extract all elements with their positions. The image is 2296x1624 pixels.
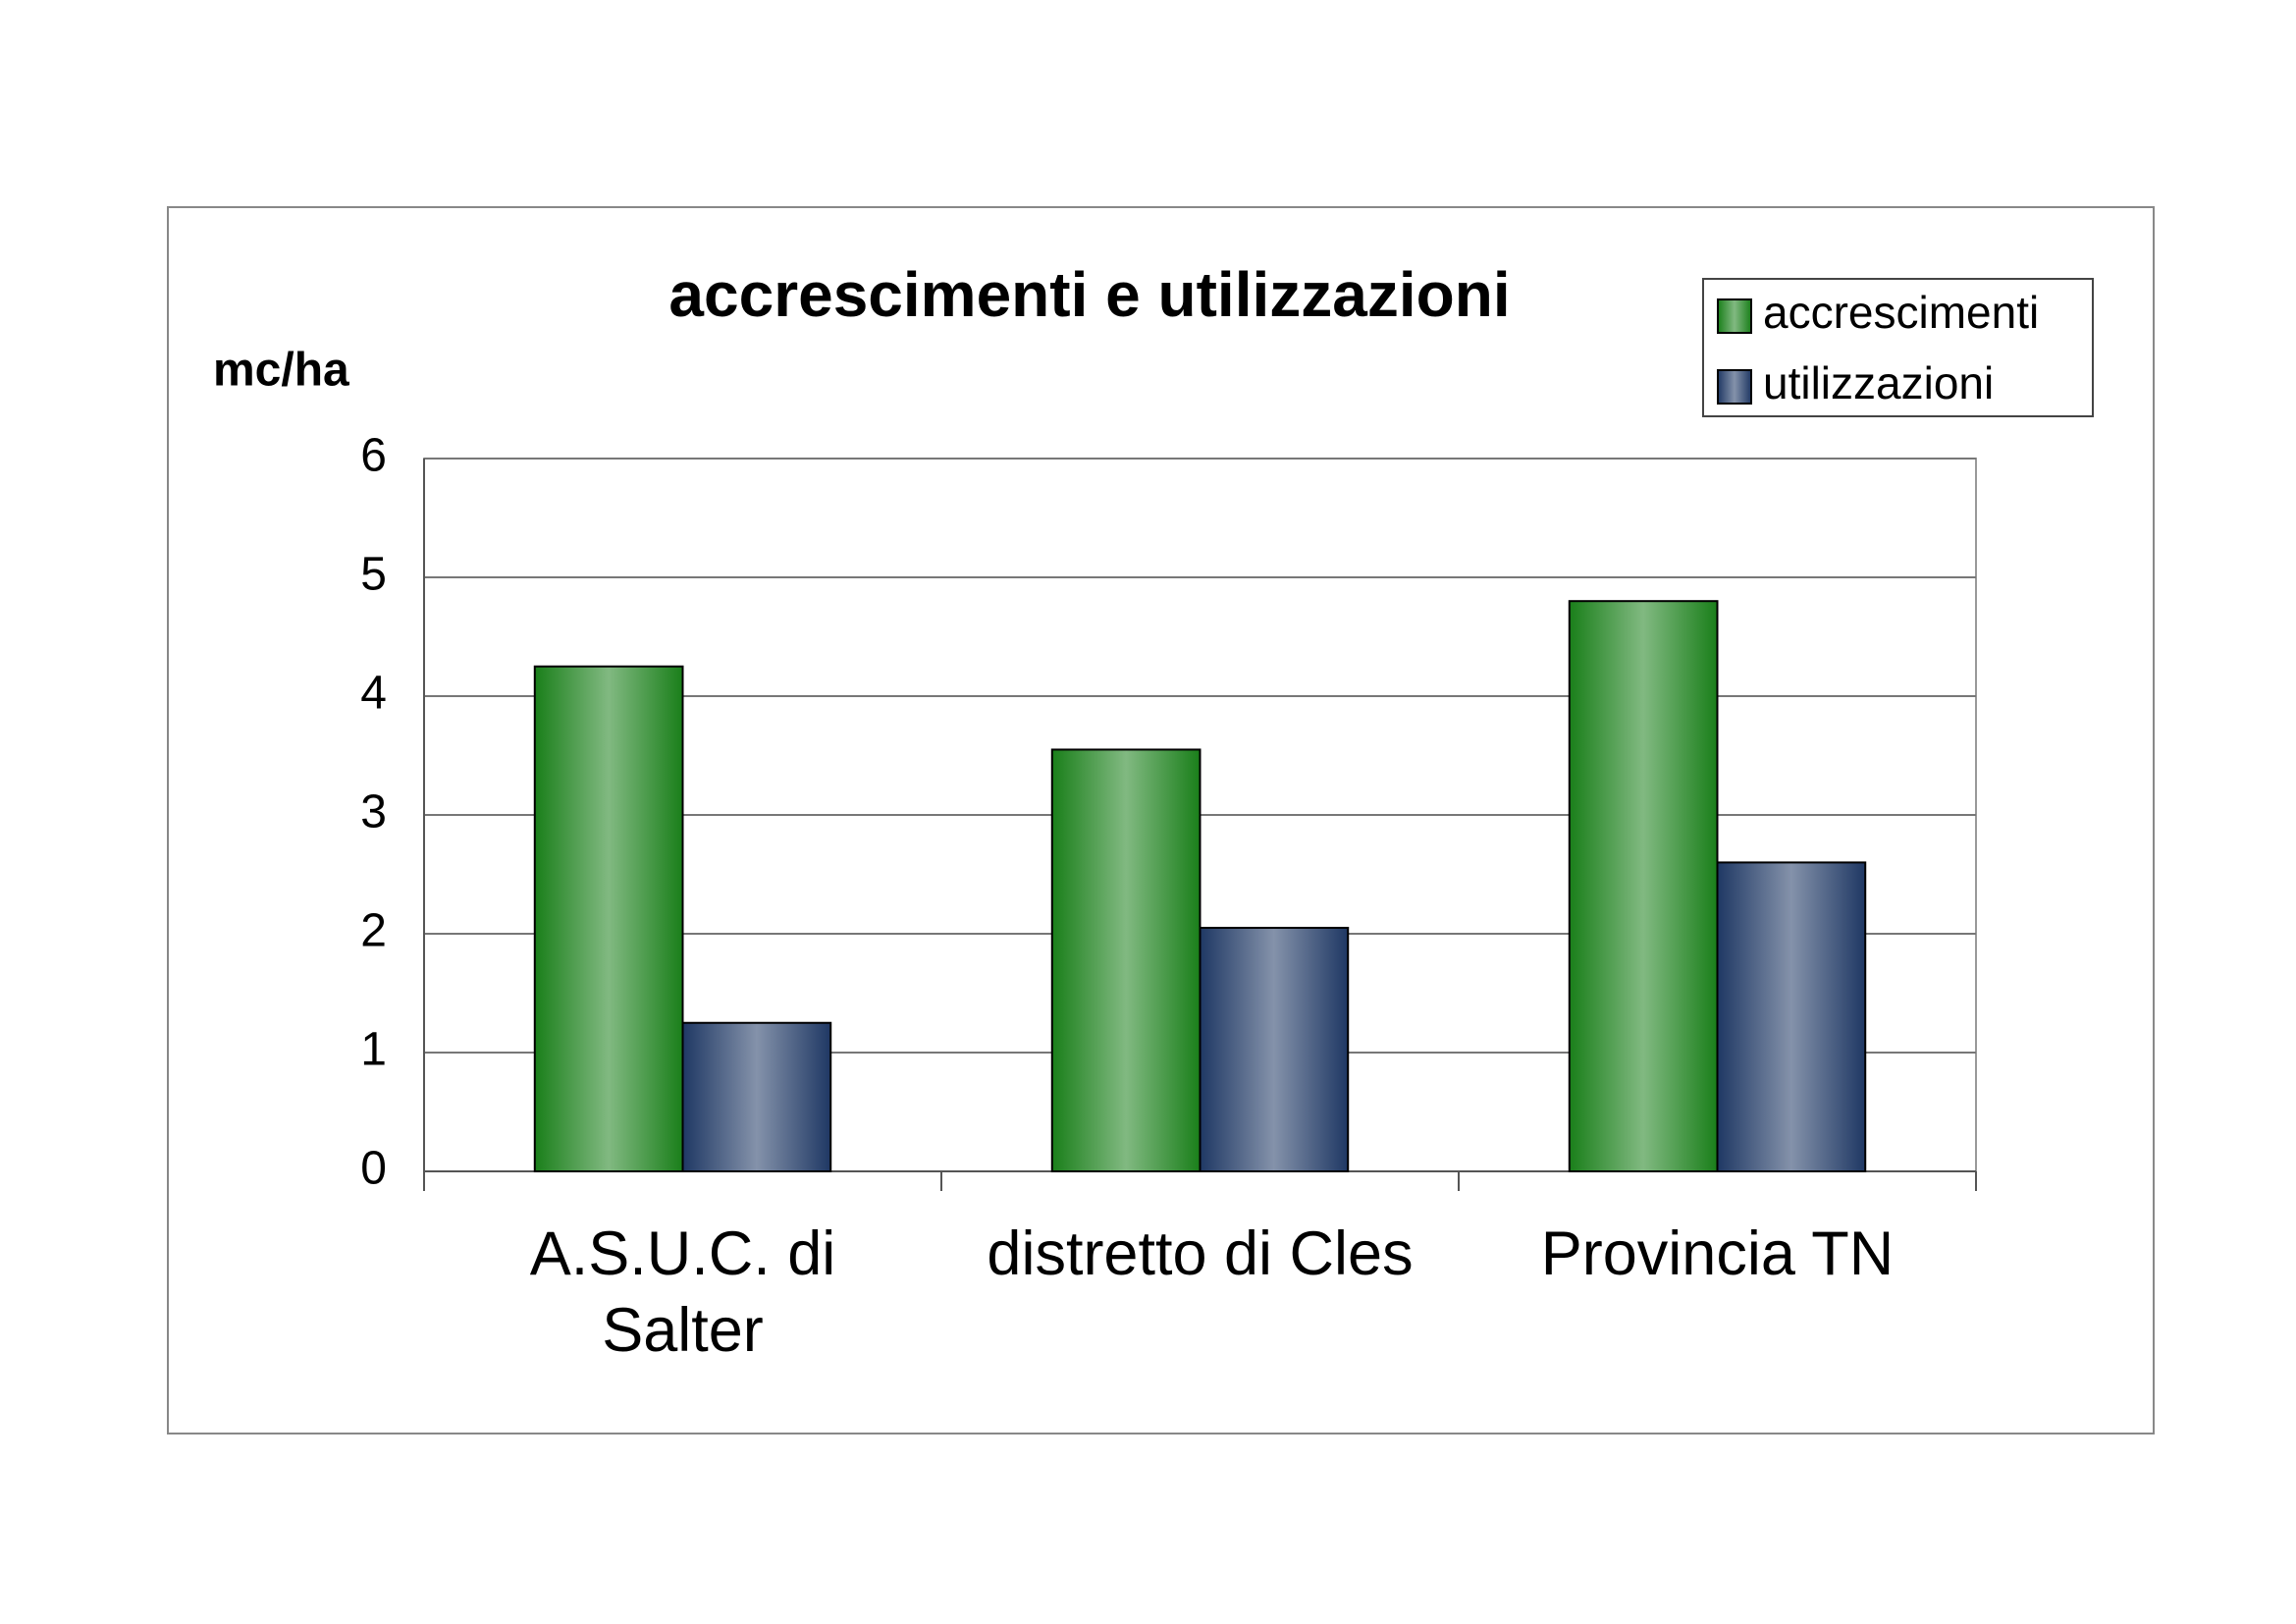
y-tick-label: 0 <box>360 1143 387 1195</box>
bar <box>533 665 684 1172</box>
x-tick-label: Provincia TN <box>1540 1219 1895 1288</box>
bar <box>1050 748 1201 1172</box>
legend-box <box>1702 278 2094 417</box>
y-tick-label: 3 <box>360 786 387 839</box>
y-tick-label: 5 <box>360 549 387 601</box>
x-tick-label: A.S.U.C. di Salter <box>529 1219 836 1365</box>
y-tick-label: 6 <box>360 430 387 482</box>
y-axis-label: mc/ha <box>213 345 349 397</box>
bar <box>681 1021 832 1172</box>
bar <box>1568 600 1719 1172</box>
legend-swatch <box>1717 298 1752 334</box>
bar <box>1716 861 1867 1173</box>
bar <box>1199 926 1350 1173</box>
legend-label: accrescimenti <box>1763 287 2039 338</box>
y-tick-label: 1 <box>360 1024 387 1076</box>
x-tick-label: distretto di Cles <box>987 1219 1414 1288</box>
chart-title: accrescimenti e utilizzazioni <box>668 259 1510 330</box>
y-tick-label: 2 <box>360 905 387 957</box>
y-tick-label: 4 <box>360 668 387 720</box>
legend-label: utilizzazioni <box>1763 357 1994 408</box>
legend-swatch <box>1717 369 1752 405</box>
